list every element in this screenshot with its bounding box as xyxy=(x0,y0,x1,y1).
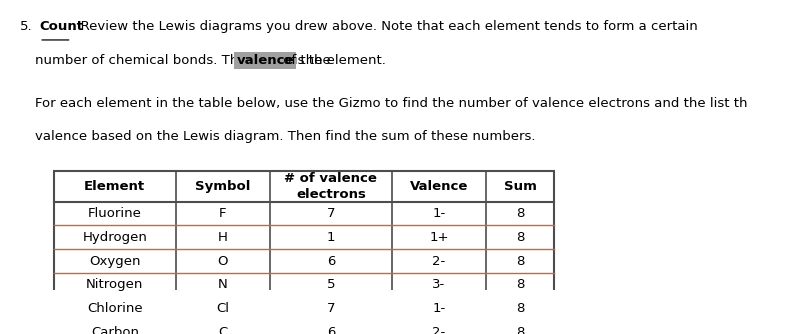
Text: Valence: Valence xyxy=(410,180,468,193)
Text: C: C xyxy=(218,326,227,334)
Text: valence based on the Lewis diagram. Then find the sum of these numbers.: valence based on the Lewis diagram. Then… xyxy=(35,130,536,143)
Text: Carbon: Carbon xyxy=(90,326,138,334)
Text: 5.: 5. xyxy=(20,20,33,33)
Text: Element: Element xyxy=(84,180,146,193)
Text: H: H xyxy=(218,231,228,244)
Text: 8: 8 xyxy=(516,231,524,244)
Text: F: F xyxy=(219,207,226,220)
Text: of the element.: of the element. xyxy=(279,53,386,66)
Text: : Review the Lewis diagrams you drew above. Note that each element tends to form: : Review the Lewis diagrams you drew abo… xyxy=(71,20,698,33)
Text: Symbol: Symbol xyxy=(195,180,250,193)
Text: 5: 5 xyxy=(326,278,335,291)
Text: Fluorine: Fluorine xyxy=(88,207,142,220)
Text: 1-: 1- xyxy=(432,207,446,220)
Text: 1+: 1+ xyxy=(429,231,449,244)
Text: 6: 6 xyxy=(326,326,335,334)
Text: 1-: 1- xyxy=(432,302,446,315)
Text: 7: 7 xyxy=(326,302,335,315)
Text: 1: 1 xyxy=(326,231,335,244)
Text: Chlorine: Chlorine xyxy=(87,302,142,315)
Text: 8: 8 xyxy=(516,255,524,268)
Text: 8: 8 xyxy=(516,278,524,291)
Text: For each element in the table below, use the Gizmo to find the number of valence: For each element in the table below, use… xyxy=(35,97,748,110)
Text: 3-: 3- xyxy=(432,278,446,291)
Text: Nitrogen: Nitrogen xyxy=(86,278,143,291)
Text: valence: valence xyxy=(236,53,294,66)
Text: Cl: Cl xyxy=(216,302,230,315)
Text: Count: Count xyxy=(39,20,83,33)
Text: 8: 8 xyxy=(516,326,524,334)
Text: 6: 6 xyxy=(326,255,335,268)
Bar xyxy=(54,171,554,334)
Text: 7: 7 xyxy=(326,207,335,220)
Text: 2-: 2- xyxy=(432,255,446,268)
Text: Oxygen: Oxygen xyxy=(89,255,141,268)
Text: number of chemical bonds. This value is the: number of chemical bonds. This value is … xyxy=(35,53,335,66)
Text: # of valence
electrons: # of valence electrons xyxy=(285,172,378,201)
Text: Hydrogen: Hydrogen xyxy=(82,231,147,244)
Text: 2-: 2- xyxy=(432,326,446,334)
Text: N: N xyxy=(218,278,228,291)
Text: 8: 8 xyxy=(516,302,524,315)
Text: O: O xyxy=(218,255,228,268)
Text: 8: 8 xyxy=(516,207,524,220)
Text: Sum: Sum xyxy=(503,180,536,193)
